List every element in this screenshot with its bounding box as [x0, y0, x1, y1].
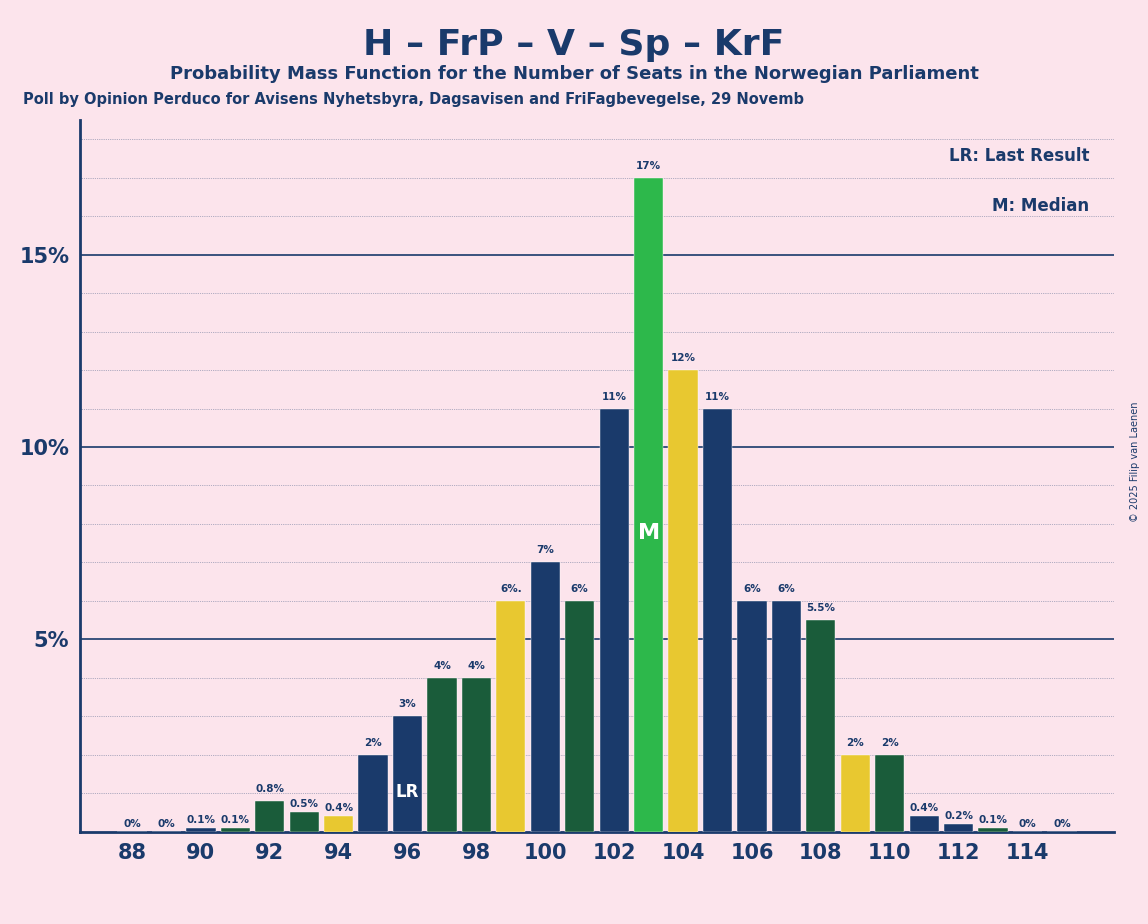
Bar [703, 408, 732, 832]
Bar [875, 755, 905, 832]
Bar [840, 755, 870, 832]
Text: 0.4%: 0.4% [324, 803, 354, 813]
Text: M: Median: M: Median [992, 197, 1089, 215]
Text: Probability Mass Function for the Number of Seats in the Norwegian Parliament: Probability Mass Function for the Number… [170, 65, 978, 82]
Bar [496, 601, 526, 832]
Text: 3%: 3% [398, 699, 417, 710]
Text: 4%: 4% [467, 661, 486, 671]
Text: 0.8%: 0.8% [255, 784, 285, 794]
Bar [220, 828, 250, 832]
Text: 0.4%: 0.4% [909, 803, 939, 813]
Text: 17%: 17% [636, 161, 661, 171]
Bar [634, 177, 664, 832]
Bar [565, 601, 595, 832]
Text: H – FrP – V – Sp – KrF: H – FrP – V – Sp – KrF [363, 28, 785, 62]
Bar [978, 828, 1008, 832]
Text: 2%: 2% [846, 737, 864, 748]
Text: 0.1%: 0.1% [186, 815, 216, 825]
Bar [427, 678, 457, 832]
Text: 0%: 0% [123, 820, 141, 830]
Bar [944, 824, 974, 832]
Bar [668, 371, 698, 832]
Text: LR: Last Result: LR: Last Result [949, 147, 1089, 165]
Text: 4%: 4% [433, 661, 451, 671]
Bar [393, 716, 422, 832]
Bar [358, 755, 388, 832]
Text: 12%: 12% [670, 353, 696, 363]
Text: 0.1%: 0.1% [978, 815, 1008, 825]
Text: 0%: 0% [1053, 820, 1071, 830]
Text: © 2025 Filip van Laenen: © 2025 Filip van Laenen [1130, 402, 1140, 522]
Text: 6%: 6% [743, 584, 761, 594]
Text: 6%.: 6%. [501, 584, 521, 594]
Text: 0%: 0% [157, 820, 176, 830]
Text: 0%: 0% [1018, 820, 1037, 830]
Bar [461, 678, 491, 832]
Text: M: M [637, 523, 660, 543]
Text: 0.1%: 0.1% [220, 815, 250, 825]
Text: 6%: 6% [571, 584, 589, 594]
Text: 11%: 11% [705, 392, 730, 402]
Bar [806, 620, 836, 832]
Bar [737, 601, 767, 832]
Text: Poll by Opinion Perduco for Avisens Nyhetsbyra, Dagsavisen and FriFagbevegelse, : Poll by Opinion Perduco for Avisens Nyhe… [23, 92, 804, 107]
Bar [530, 563, 560, 832]
Bar [909, 816, 939, 832]
Text: 5.5%: 5.5% [806, 603, 836, 614]
Text: 0.5%: 0.5% [289, 799, 319, 809]
Bar [599, 408, 629, 832]
Text: 2%: 2% [364, 737, 382, 748]
Bar [771, 601, 801, 832]
Text: 11%: 11% [602, 392, 627, 402]
Bar [186, 828, 216, 832]
Text: 6%: 6% [777, 584, 796, 594]
Text: LR: LR [396, 783, 419, 801]
Bar [255, 801, 285, 832]
Bar [289, 812, 319, 832]
Text: 0.2%: 0.2% [944, 811, 974, 821]
Text: 7%: 7% [536, 545, 554, 555]
Text: 2%: 2% [881, 737, 899, 748]
Bar [324, 816, 354, 832]
